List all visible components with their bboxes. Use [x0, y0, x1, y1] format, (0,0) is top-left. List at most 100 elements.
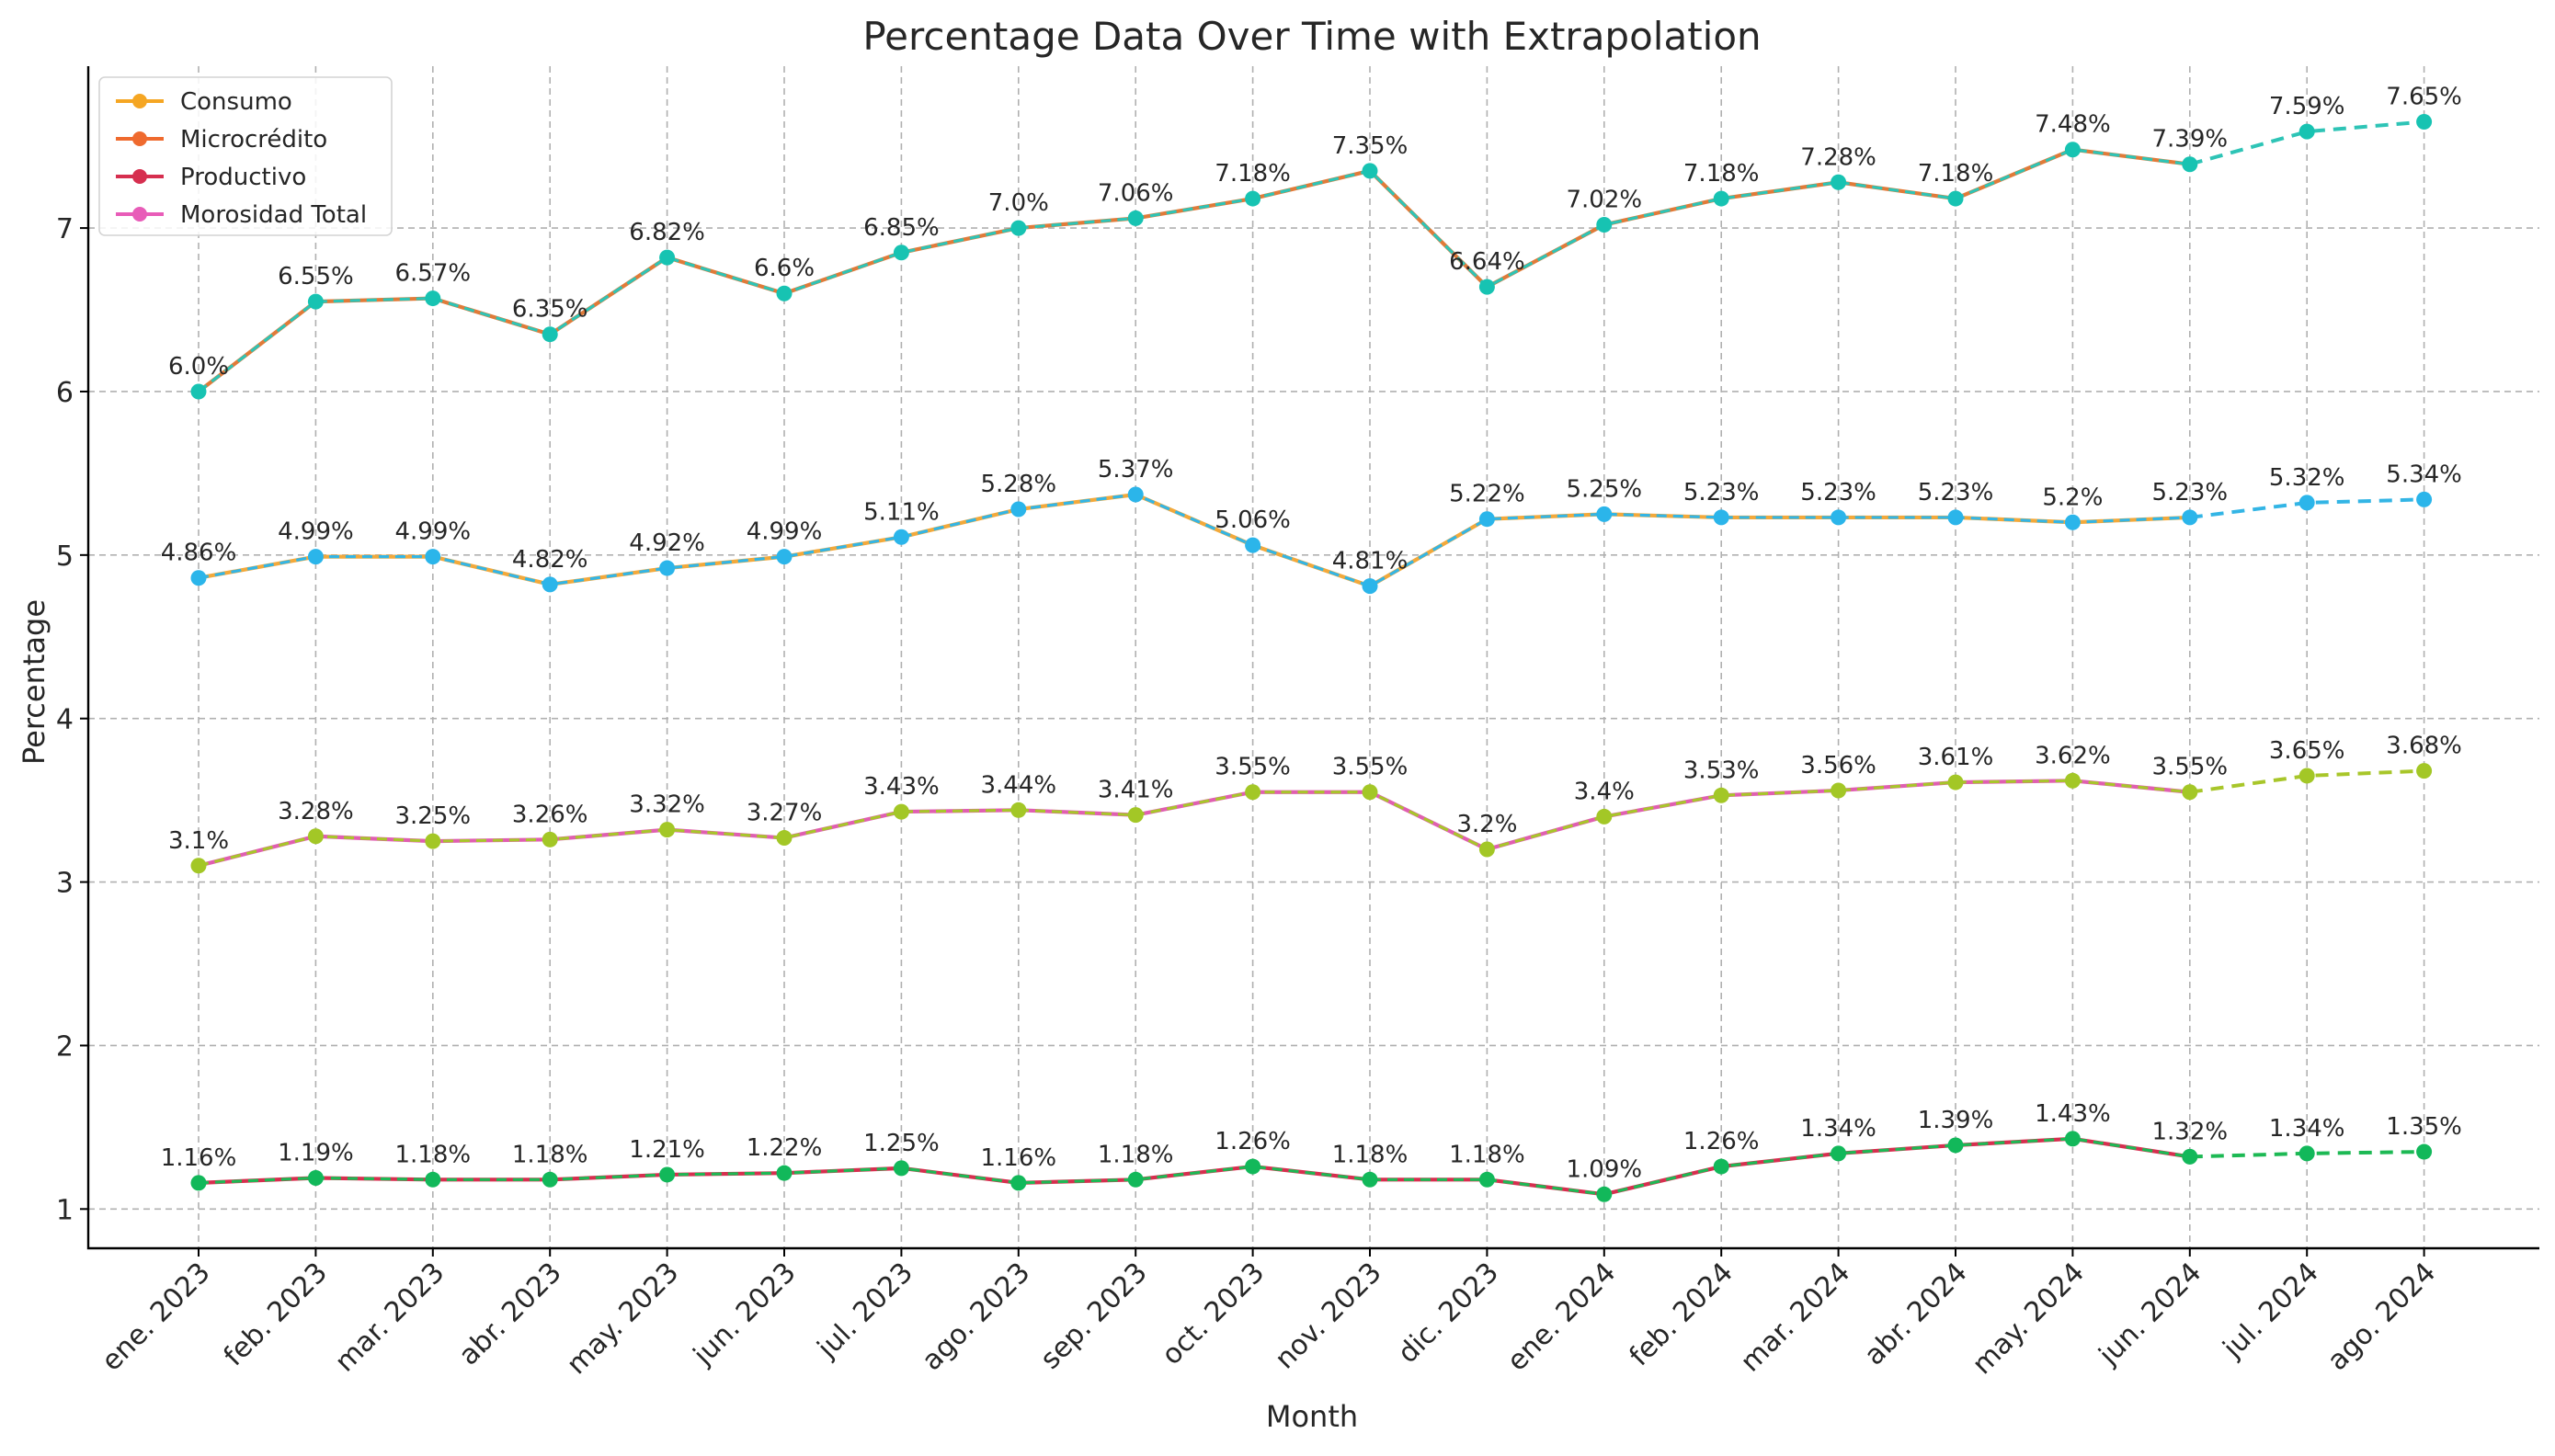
- data-point: [1478, 841, 1495, 858]
- data-point: [425, 833, 441, 849]
- data-labels: 6.0% 6.55% 6.57% 6.35% 6.82% 6.6% 6.85% 7.0% 7.0…: [161, 83, 2462, 1183]
- data-label: 1.19%: [278, 1140, 354, 1167]
- x-tick-label: mar. 2023: [329, 1257, 451, 1379]
- data-point: [1010, 1175, 1027, 1191]
- data-point: [1127, 486, 1144, 503]
- data-point: [1245, 537, 1261, 553]
- data-point: [425, 1171, 441, 1188]
- data-label: 5.23%: [2151, 479, 2228, 506]
- data-point: [893, 245, 909, 261]
- data-label: 5.28%: [980, 471, 1056, 498]
- data-point: [2416, 1143, 2433, 1160]
- data-label: 1.34%: [2269, 1115, 2345, 1143]
- data-label: 4.99%: [278, 518, 354, 546]
- data-point: [776, 549, 793, 565]
- data-label: 4.81%: [1332, 548, 1409, 575]
- data-label: 3.55%: [1332, 754, 1409, 781]
- data-point: [542, 326, 558, 343]
- data-label: 7.02%: [1566, 187, 1642, 214]
- x-tick-label: ene. 2024: [1501, 1257, 1623, 1378]
- data-label: 3.2%: [1456, 811, 1517, 838]
- data-label: 1.43%: [2035, 1100, 2111, 1128]
- x-axis-title: Month: [1266, 1399, 1358, 1434]
- data-label: 1.26%: [1683, 1128, 1760, 1155]
- data-label: 6.57%: [394, 260, 471, 288]
- legend-swatch-marker: [132, 94, 147, 108]
- y-axis-title: Percentage: [17, 599, 51, 765]
- series-line-overlay: [198, 779, 2190, 868]
- data-label: 1.18%: [512, 1141, 588, 1168]
- series-line: [197, 147, 2191, 393]
- data-point: [893, 1160, 909, 1177]
- data-point: [1010, 220, 1027, 236]
- axis-spine: [86, 66, 2539, 1250]
- x-tick-label: may. 2023: [561, 1257, 685, 1381]
- data-label: 3.56%: [1800, 752, 1876, 779]
- data-label: 3.44%: [980, 771, 1056, 799]
- data-label: 6.82%: [629, 219, 705, 246]
- data-point: [2064, 142, 2081, 158]
- data-point: [1362, 784, 1378, 801]
- data-label: 6.85%: [863, 214, 940, 242]
- data-point: [2298, 768, 2315, 784]
- data-label: 4.82%: [512, 546, 588, 574]
- data-label: 1.32%: [2151, 1118, 2228, 1145]
- data-point: [1713, 1158, 1729, 1175]
- data-label: 1.34%: [1800, 1115, 1876, 1143]
- data-label: 3.1%: [168, 827, 229, 855]
- x-tick-label: feb. 2023: [218, 1257, 334, 1372]
- x-tick-label: oct. 2023: [1156, 1257, 1271, 1371]
- data-point: [190, 383, 207, 400]
- y-tick-label: 7: [56, 213, 74, 245]
- y-tick-label: 6: [56, 377, 74, 409]
- data-label: 1.21%: [629, 1136, 705, 1164]
- data-point: [2182, 1148, 2198, 1165]
- series-line-overlay: [198, 493, 2190, 588]
- x-tick-label: jun. 2024: [2093, 1257, 2208, 1372]
- y-tick-label: 2: [56, 1030, 74, 1063]
- legend-swatch-marker: [132, 207, 147, 222]
- data-point: [776, 1165, 793, 1181]
- data-point: [1596, 1186, 1613, 1202]
- data-point: [1478, 279, 1495, 295]
- data-point: [1947, 1137, 1964, 1154]
- data-label: 1.18%: [1098, 1141, 1174, 1168]
- y-tick-label: 1: [56, 1194, 74, 1226]
- data-label: 6.6%: [754, 255, 815, 282]
- data-label: 1.22%: [747, 1134, 823, 1162]
- data-point: [307, 293, 324, 310]
- series-line-overlay: [198, 1137, 2191, 1196]
- legend-swatch-marker: [132, 131, 147, 146]
- data-point: [190, 858, 207, 874]
- legend-entry-label: Productivo: [180, 164, 306, 191]
- x-tick-label: ago. 2023: [916, 1257, 1036, 1377]
- x-tick-label: jul. 2024: [2217, 1257, 2325, 1365]
- data-point: [776, 830, 793, 847]
- data-point: [1478, 511, 1495, 528]
- legend-swatch-marker: [132, 169, 147, 184]
- data-point: [307, 828, 324, 845]
- data-label: 3.68%: [2386, 733, 2462, 760]
- series-lines: [190, 113, 2433, 1202]
- legend: Consumo Microcrédito Productivo Morosidad T…: [98, 76, 393, 236]
- data-point: [2182, 509, 2198, 526]
- x-tick-label: jul. 2023: [811, 1257, 919, 1365]
- data-point: [425, 290, 441, 307]
- series-line: [198, 1136, 2191, 1197]
- data-point: [425, 549, 441, 565]
- data-point: [2182, 156, 2198, 173]
- x-tick-label: ago. 2024: [2321, 1257, 2442, 1377]
- legend-entry-label: Microcrédito: [180, 126, 327, 154]
- data-point: [1127, 210, 1144, 226]
- data-label: 1.18%: [394, 1141, 471, 1168]
- data-label: 3.32%: [629, 791, 705, 819]
- data-point: [542, 576, 558, 593]
- data-point: [1362, 1171, 1378, 1188]
- data-label: 7.59%: [2269, 93, 2345, 120]
- legend-box: [98, 76, 393, 236]
- chart-title: Percentage Data Over Time with Extrapola…: [862, 14, 1761, 59]
- data-label: 3.26%: [512, 801, 588, 828]
- data-label: 7.28%: [1800, 143, 1876, 171]
- data-label: 3.55%: [2151, 754, 2228, 781]
- data-label: 3.65%: [2269, 737, 2345, 765]
